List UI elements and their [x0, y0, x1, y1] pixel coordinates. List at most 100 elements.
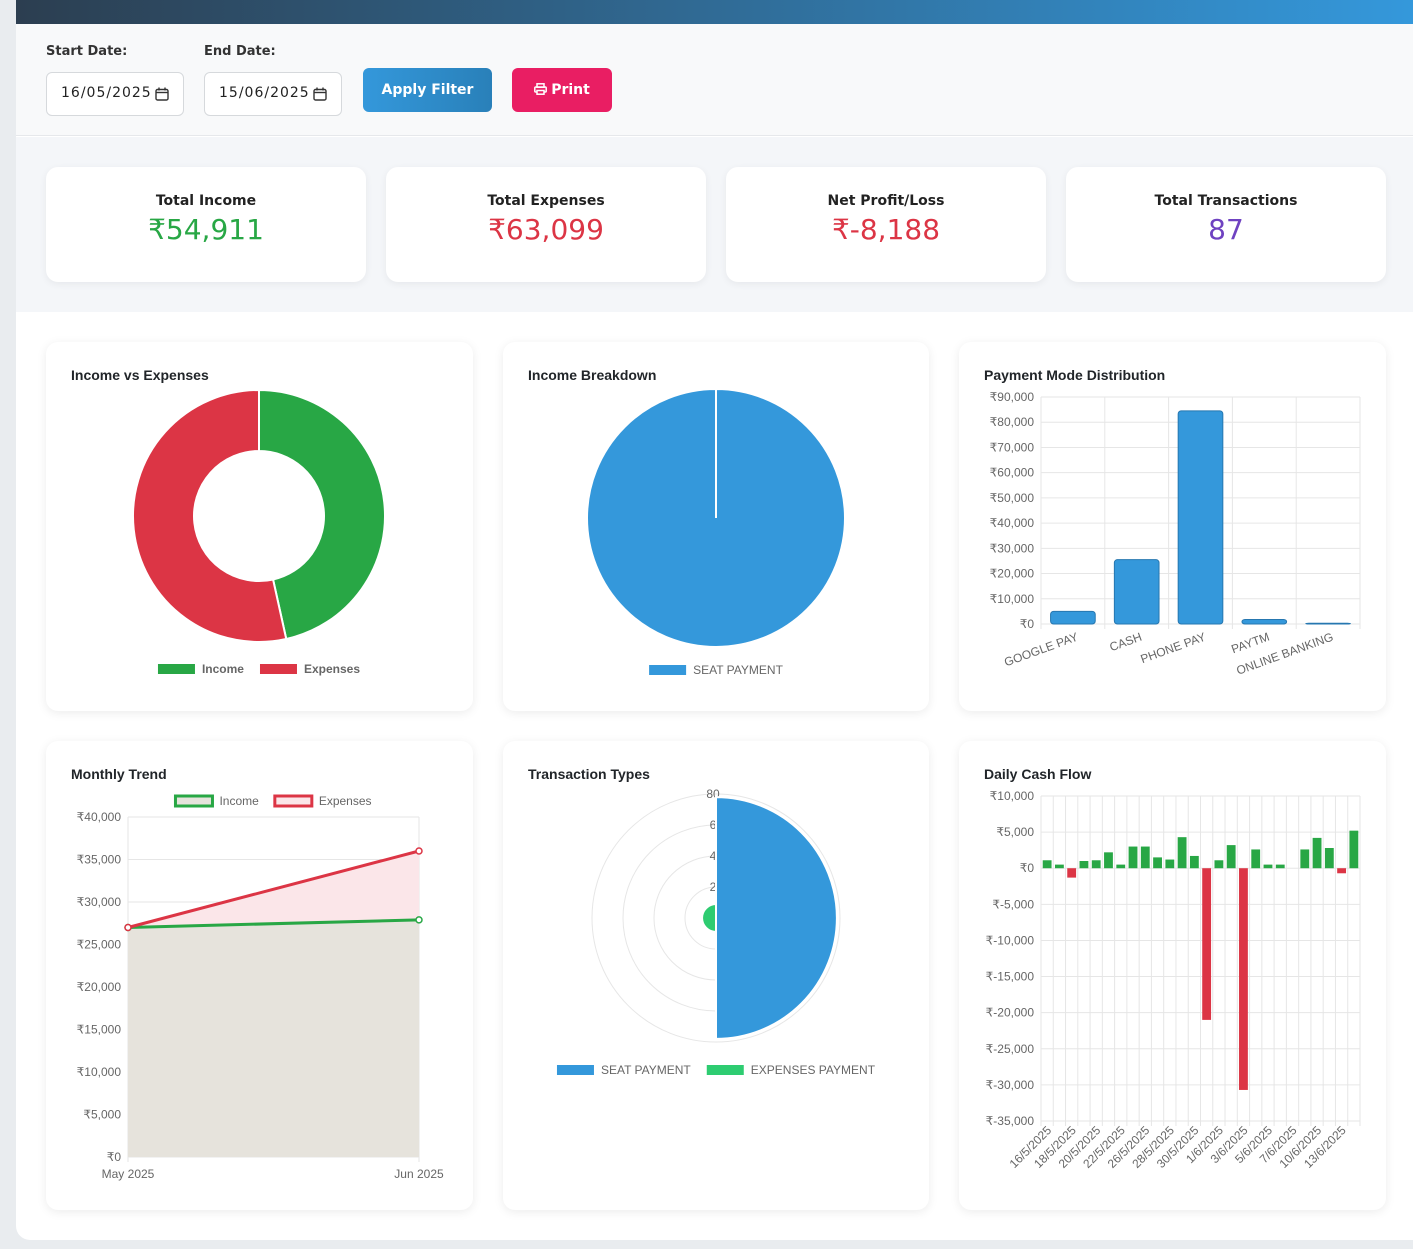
- apply-filter-button[interactable]: Apply Filter: [363, 68, 492, 112]
- bar: [1263, 864, 1273, 869]
- grid-ring: [591, 793, 841, 1043]
- bar: [1113, 559, 1160, 625]
- slice: [258, 388, 386, 641]
- y-tick-label: ₹30,000: [77, 895, 122, 909]
- stat-card: Net Profit/Loss ₹-8,188: [726, 167, 1046, 282]
- legend: Income Expenses: [173, 794, 372, 808]
- stat-value: ₹63,099: [488, 213, 604, 246]
- print-icon: [534, 83, 548, 95]
- stat-value: ₹-8,188: [831, 213, 941, 246]
- bar: [1189, 855, 1199, 869]
- apply-filter-text: Apply Filter: [381, 82, 474, 98]
- legend-label: Expenses: [319, 794, 372, 808]
- stat-card: Total Expenses ₹63,099: [386, 167, 706, 282]
- start-date-input[interactable]: 16/05/2025: [46, 72, 184, 116]
- stats-row: Total Income ₹54,911 Total Expenses ₹63,09…: [16, 137, 1413, 312]
- bar: [1116, 864, 1126, 869]
- legend-label: Expenses: [304, 662, 360, 676]
- r-tick-label: 2: [710, 880, 717, 894]
- legend-label: Income: [202, 662, 244, 676]
- chart-card: Monthly Trend ₹0 ₹5,000 ₹10,000 ₹15,000 ₹20,0…: [46, 741, 473, 1210]
- y-tick-label: ₹40,000: [77, 810, 122, 824]
- point: [415, 847, 423, 855]
- legend-swatch: [273, 794, 314, 808]
- bar: [1079, 861, 1089, 869]
- bar: [1067, 868, 1077, 878]
- y-tick-label: ₹80,000: [990, 415, 1035, 429]
- bar: [1324, 848, 1334, 869]
- y-tick-label: ₹-20,000: [986, 1006, 1035, 1020]
- y-tick-label: ₹70,000: [990, 440, 1035, 454]
- bar: [1337, 868, 1347, 874]
- stat-label: Net Profit/Loss: [827, 193, 945, 209]
- line: [127, 918, 420, 929]
- end-label: End Date:: [204, 44, 276, 59]
- bar: [1312, 837, 1322, 869]
- legend-label: Income: [219, 794, 259, 808]
- y-tick-label: ₹10,000: [77, 1065, 122, 1079]
- chart: Monthly Trend ₹0 ₹5,000 ₹10,000 ₹15,000 ₹20,0…: [71, 766, 444, 1181]
- start-label: Start Date:: [46, 44, 128, 59]
- y-tick-label: ₹0: [107, 1150, 122, 1164]
- start-date-value: 16/05/2025: [61, 85, 152, 101]
- x-tick-label: CASH: [1108, 630, 1144, 655]
- y-tick-label: ₹50,000: [990, 491, 1035, 505]
- end-date-input[interactable]: 15/06/2025: [204, 72, 342, 116]
- calendar-icon: [313, 87, 327, 101]
- y-tick-label: ₹10,000: [990, 789, 1035, 803]
- chart: Income Breakdown SEAT PAYMENT: [528, 367, 846, 677]
- x-tick-label: GOOGLE PAY: [1002, 630, 1080, 670]
- y-tick-label: ₹-5,000: [992, 897, 1034, 911]
- y-tick-label: ₹10,000: [990, 592, 1035, 606]
- header-bar: [16, 0, 1413, 24]
- legend: SEAT PAYMENT: [649, 663, 784, 677]
- chart: Income vs Expenses Income Expenses: [71, 367, 386, 676]
- bar: [1226, 845, 1236, 869]
- x-tick-label: PHONE PAY: [1139, 630, 1208, 666]
- chart: Daily Cash Flow ₹-35,000 ₹-30,000 ₹-25,000 ₹…: [984, 766, 1361, 1171]
- slice: [132, 388, 288, 643]
- y-tick-label: ₹0: [1020, 861, 1035, 875]
- y-tick-label: ₹5,000: [83, 1108, 121, 1122]
- legend-label: SEAT PAYMENT: [601, 1063, 691, 1077]
- bar: [1050, 610, 1096, 625]
- y-tick-label: ₹15,000: [77, 1023, 122, 1037]
- legend-label: SEAT PAYMENT: [693, 663, 783, 677]
- y-tick-label: ₹20,000: [990, 567, 1035, 581]
- calendar-icon: [155, 87, 169, 101]
- stat-value: ₹54,911: [148, 213, 264, 246]
- bar: [1300, 849, 1310, 869]
- print-button[interactable]: Print: [512, 68, 612, 112]
- point: [415, 916, 423, 924]
- y-tick-label: ₹5,000: [996, 825, 1034, 839]
- legend: SEAT PAYMENT EXPENSES PAYMENT: [556, 1063, 876, 1077]
- chart-card: Income Breakdown SEAT PAYMENT: [503, 342, 929, 711]
- bar: [1091, 860, 1101, 869]
- bar: [1214, 860, 1224, 869]
- legend-swatch: [173, 794, 214, 808]
- y-tick-label: ₹30,000: [990, 541, 1035, 555]
- stat-label: Total Expenses: [487, 193, 605, 209]
- chart-card: Income vs Expenses Income Expenses: [46, 342, 473, 711]
- slice: [701, 903, 717, 933]
- bar: [1165, 859, 1175, 869]
- dashboard: Start Date: End Date: 16/05/2025 15/06/2…: [16, 0, 1413, 1240]
- legend-swatch: [706, 1065, 744, 1075]
- end-date-value: 15/06/2025: [219, 85, 310, 101]
- legend: Income Expenses: [157, 662, 360, 676]
- stat-card: Total Income ₹54,911: [46, 167, 366, 282]
- bar: [1054, 864, 1064, 869]
- stat-label: Total Transactions: [1154, 193, 1298, 209]
- chart-title: Income Breakdown: [528, 367, 656, 383]
- x-tick-label: PAYTM: [1229, 630, 1271, 657]
- print-text: Print: [551, 82, 590, 98]
- chart-card: Transaction Types 2 4 6 80 SEAT PAYMENT EXPENS…: [503, 741, 929, 1210]
- y-tick-label: ₹0: [1020, 617, 1035, 631]
- x-tick-label: Jun 2025: [394, 1167, 444, 1181]
- area: [128, 919, 419, 1157]
- r-tick-label: 6: [710, 818, 717, 832]
- y-tick-label: ₹35,000: [77, 853, 122, 867]
- slice: [586, 387, 846, 649]
